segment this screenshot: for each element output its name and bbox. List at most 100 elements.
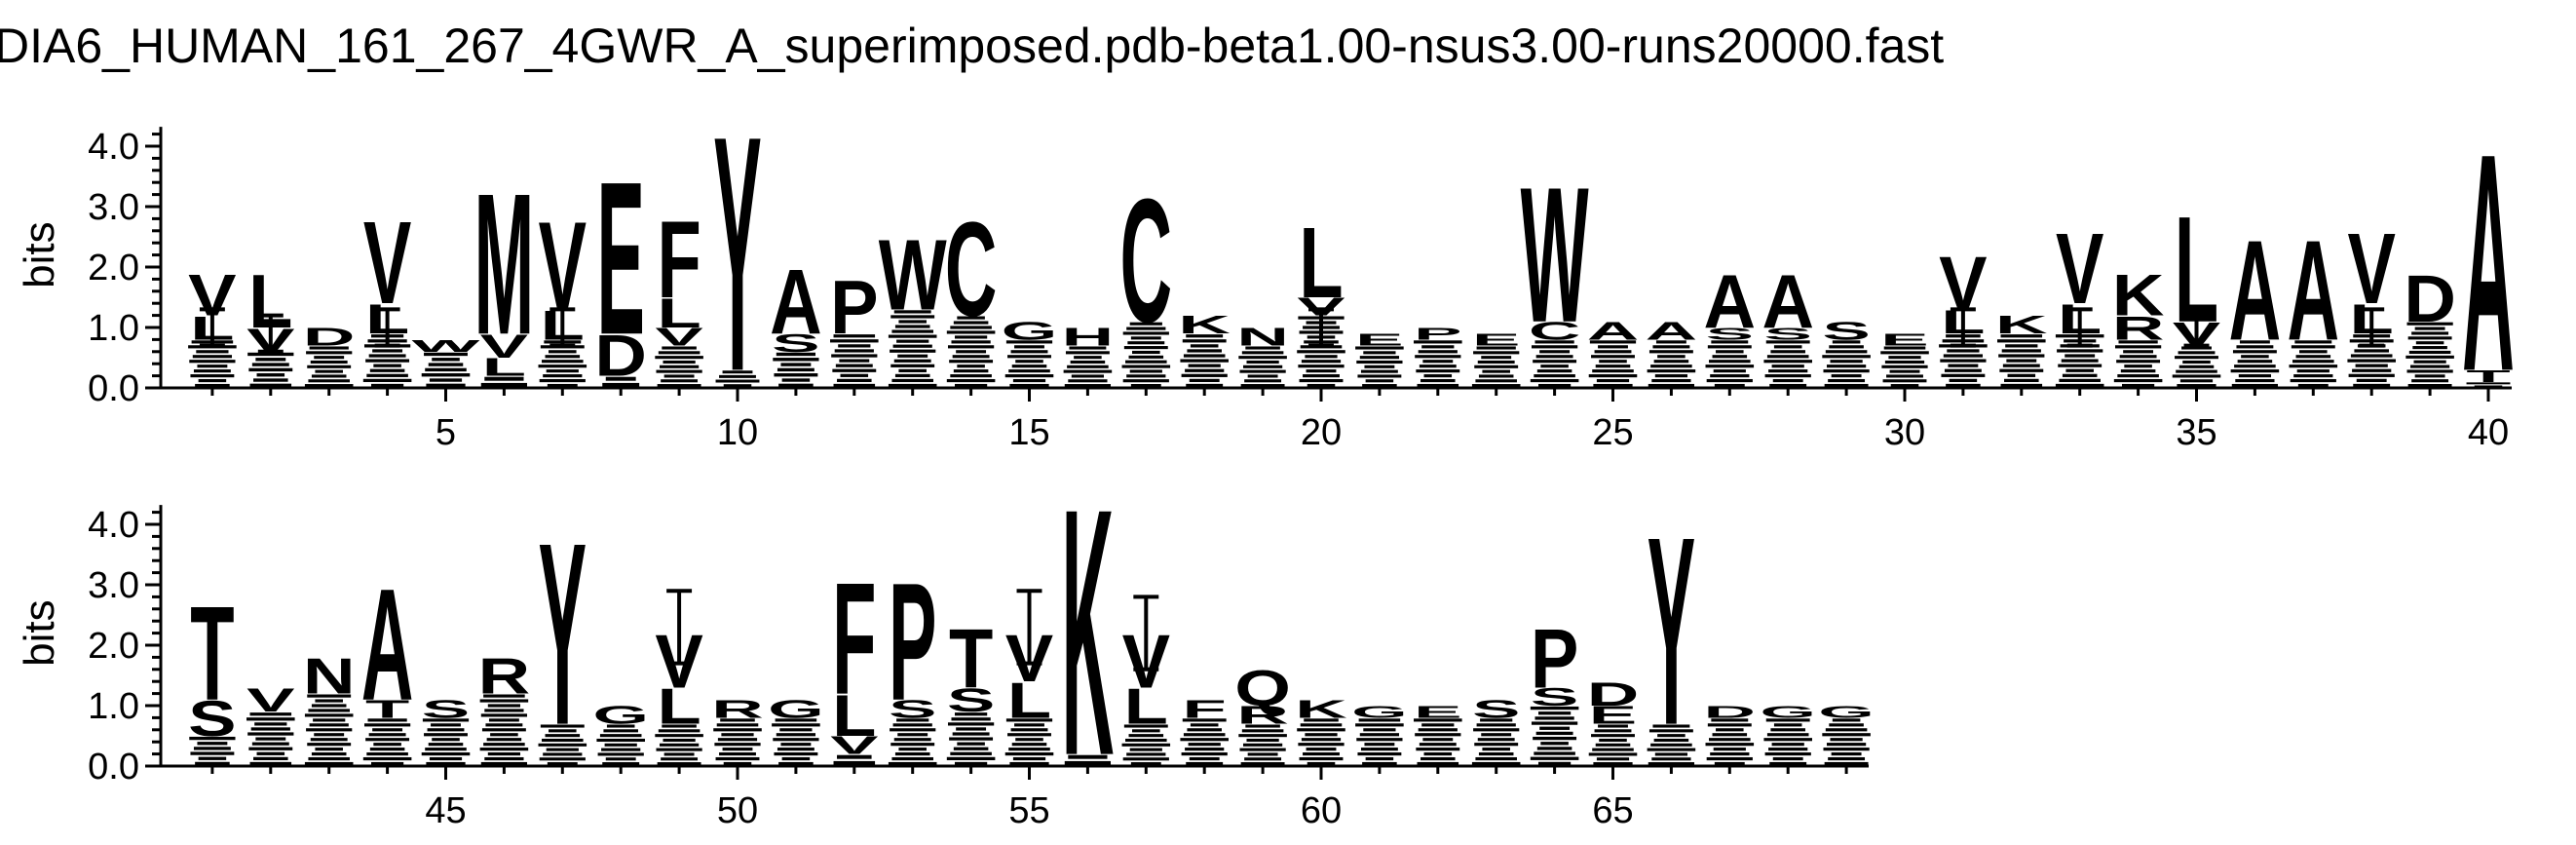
minor-residue-mark [1068, 754, 1108, 759]
minor-residue-mark [1949, 378, 1978, 383]
minor-residue-mark [1592, 748, 1634, 751]
logo-stack-6: LVM [474, 151, 535, 387]
minor-residue-mark [246, 717, 295, 721]
minor-residue-mark [2006, 359, 2037, 363]
logo-letter-D: D [2404, 261, 2456, 336]
minor-residue-mark [781, 756, 811, 761]
minor-residue-mark [2350, 354, 2393, 358]
minor-residue-mark [545, 355, 581, 359]
logo-letter-V: V [830, 731, 878, 759]
x-tick-label: 40 [2468, 412, 2509, 453]
minor-residue-mark [362, 756, 412, 761]
minor-residue-mark [833, 383, 876, 388]
minor-residue-mark [1712, 355, 1748, 359]
minor-residue-mark [248, 367, 293, 372]
minor-residue-mark [367, 718, 407, 722]
logo-stack-23: E [1471, 330, 1521, 388]
minor-residue-mark [1071, 374, 1105, 378]
minor-residue-mark [1711, 340, 1749, 344]
minor-residue-mark [1657, 355, 1686, 359]
minor-residue-mark [659, 743, 700, 747]
minor-residue-mark [957, 316, 985, 320]
logo-letter-V: V [2347, 213, 2395, 326]
minor-residue-mark [1653, 738, 1689, 743]
minor-residue-mark [1706, 378, 1753, 383]
minor-residue-mark [1765, 718, 1810, 722]
minor-residue-mark [1363, 351, 1396, 355]
minor-residue-mark [2002, 364, 2040, 367]
minor-residue-mark [1712, 733, 1748, 737]
minor-residue-mark [1822, 355, 1871, 359]
minor-residue-mark [249, 761, 292, 766]
minor-residue-mark [2407, 384, 2452, 388]
minor-residue-mark [1304, 718, 1339, 722]
minor-residue-mark [896, 339, 929, 343]
minor-residue-mark [1824, 761, 1869, 766]
logo-stack-42: V [246, 682, 295, 766]
minor-residue-mark [428, 743, 464, 747]
minor-residue-mark [2005, 344, 2038, 348]
minor-residue-mark [1421, 723, 1455, 727]
minor-residue-mark [424, 352, 468, 357]
minor-residue-mark [1129, 369, 1162, 373]
minor-residue-mark [1126, 374, 1166, 378]
minor-residue-mark [253, 756, 288, 761]
minor-residue-mark [1239, 748, 1286, 751]
minor-residue-mark [542, 738, 584, 743]
minor-residue-mark [1476, 346, 1516, 350]
logo-stack-35: VL [2172, 184, 2221, 388]
minor-residue-mark [539, 757, 586, 761]
minor-residue-mark [2289, 365, 2338, 368]
minor-residue-mark [894, 373, 930, 378]
minor-residue-mark [547, 383, 578, 388]
minor-residue-mark [1598, 345, 1628, 349]
minor-residue-mark [2062, 373, 2098, 377]
minor-residue-mark [432, 358, 460, 362]
minor-residue-mark [480, 713, 528, 717]
minor-residue-mark [2241, 355, 2269, 359]
minor-residue-mark [601, 748, 641, 751]
logo-letter-L: L [832, 683, 876, 749]
minor-residue-mark [197, 365, 228, 368]
logo-letter-M: M [474, 151, 535, 377]
minor-residue-mark [1826, 365, 1867, 368]
minor-residue-mark [1305, 733, 1338, 737]
minor-residue-mark [1533, 360, 1577, 364]
logo-letter-F: F [832, 549, 876, 727]
minor-residue-mark [1242, 365, 1283, 368]
minor-residue-mark [431, 723, 461, 727]
logo-letter-S: S [188, 690, 236, 747]
y-tick-label: 4.0 [88, 127, 139, 168]
minor-residue-mark [1128, 734, 1164, 738]
minor-residue-mark [780, 743, 812, 747]
minor-residue-mark [1064, 384, 1112, 388]
minor-residue-mark [1768, 369, 1808, 373]
minor-residue-mark [599, 734, 642, 738]
minor-residue-mark [603, 729, 638, 733]
minor-residue-mark [2408, 350, 2451, 355]
minor-residue-mark [1122, 379, 1169, 383]
minor-residue-mark [720, 718, 755, 722]
minor-residue-mark [1126, 752, 1166, 756]
x-tick-label: 15 [1008, 412, 1049, 453]
minor-residue-mark [1417, 761, 1459, 766]
minor-residue-mark [189, 360, 236, 364]
y-axis-title: bits [16, 221, 63, 288]
minor-residue-mark [247, 732, 294, 736]
minor-residue-mark [1705, 365, 1755, 368]
minor-residue-mark [311, 752, 347, 756]
minor-residue-mark [774, 752, 818, 756]
minor-residue-mark [365, 359, 410, 363]
minor-residue-mark [597, 752, 644, 756]
minor-residue-mark [1593, 383, 1633, 388]
minor-residue-mark [481, 728, 526, 732]
logo-stack-9: VLF [655, 200, 703, 388]
logo-letter-V: V [246, 682, 295, 719]
minor-residue-mark [1246, 738, 1279, 743]
minor-residue-mark [596, 738, 645, 743]
minor-residue-mark [1705, 743, 1755, 747]
minor-residue-mark [893, 738, 931, 742]
logo-stack-52: VLF [830, 549, 879, 765]
logo-letter-A: A [770, 251, 822, 355]
minor-residue-mark [1764, 374, 1811, 378]
